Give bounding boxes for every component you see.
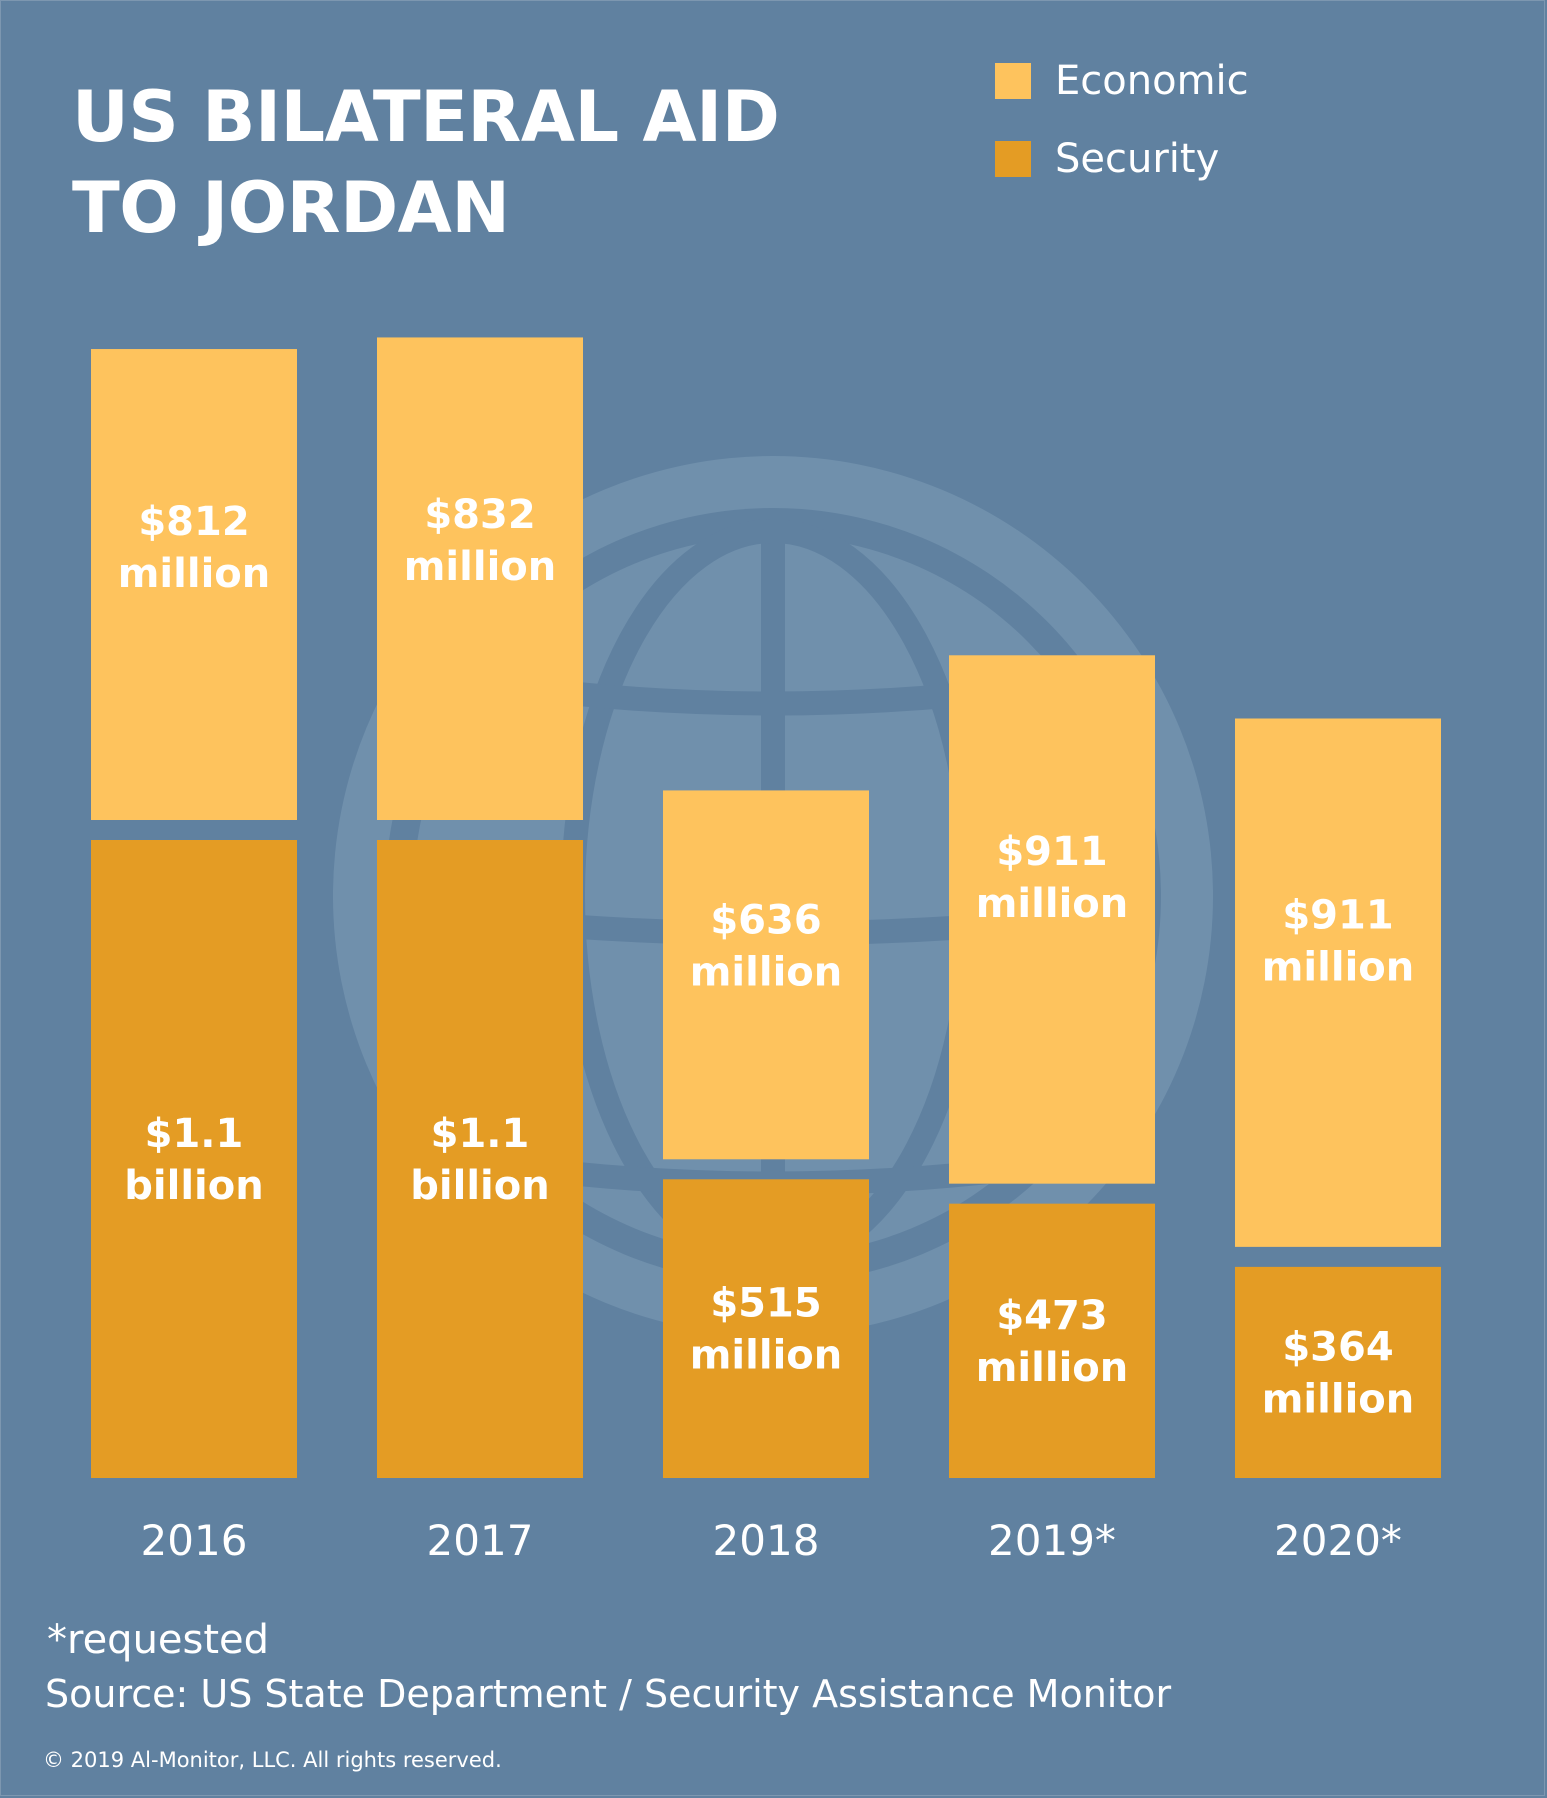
bar-security: [1235, 1266, 1441, 1478]
x-tick-label: 2018: [713, 1516, 820, 1565]
bar-label-security-line: $364: [1282, 1324, 1393, 1370]
bar-security: [663, 1179, 869, 1478]
bar-economic: [663, 790, 869, 1160]
bar-label-economic: $832 million: [404, 492, 556, 590]
legend-label-security: Security: [1055, 136, 1220, 182]
bar-label-security: $515 million: [690, 1281, 842, 1379]
bar-security: [377, 840, 583, 1478]
bar-group-2017: $1.1 billion $832 million: [377, 337, 583, 1478]
bar-label-security-line: million: [690, 1333, 842, 1379]
bar-label-economic: $911 million: [1262, 892, 1414, 990]
bar-label-economic-line: $812: [138, 499, 249, 545]
bar-group-2016: $1.1 billion $812 million: [91, 349, 297, 1478]
bar-security: [91, 840, 297, 1478]
legend: Economic Security: [995, 56, 1249, 212]
copyright-notice: © 2019 Al-Monitor, LLC. All rights reser…: [43, 1748, 502, 1772]
bar-group-2019: $473 million $911 million: [949, 655, 1155, 1478]
bar-label-economic-line: $911: [996, 829, 1107, 875]
bar-label-economic-line: $832: [424, 492, 535, 538]
x-tick-label: 2020*: [1274, 1516, 1402, 1565]
x-tick-label: 2019*: [988, 1516, 1116, 1565]
bar-label-economic-line: million: [690, 949, 842, 995]
bar-label-security: $1.1 billion: [410, 1111, 549, 1209]
x-tick-label: 2016: [141, 1516, 248, 1565]
bar-label-security-line: $1.1: [145, 1111, 244, 1157]
bar-label-economic-line: million: [404, 544, 556, 590]
footnote-requested: *requested: [47, 1617, 270, 1663]
x-axis-labels: 2016 2017 2018 2019* 2020*: [141, 1516, 1402, 1565]
source-note: Source: US State Department / Security A…: [45, 1672, 1172, 1716]
bar-label-security: $473 million: [976, 1293, 1128, 1391]
bar-label-security-line: $515: [710, 1281, 821, 1327]
chart-title-line-2: TO JORDAN: [72, 167, 510, 249]
bar-label-economic-line: $911: [1282, 892, 1393, 938]
bar-security: [949, 1203, 1155, 1478]
bar-label-economic-line: $636: [710, 897, 821, 943]
bar-label-security-line: million: [1262, 1376, 1414, 1422]
bar-label-security: $1.1 billion: [124, 1111, 263, 1209]
bar-economic: [377, 337, 583, 820]
bar-label-economic: $636 million: [690, 897, 842, 995]
bar-group-2018: $515 million $636 million: [663, 790, 869, 1478]
bar-label-security-line: $473: [996, 1293, 1107, 1339]
bar-label-security: $364 million: [1262, 1324, 1414, 1422]
bar-economic: [91, 349, 297, 820]
bar-groups: $1.1 billion $812 million $1.1 billion $832 mil…: [91, 337, 1441, 1478]
bar-label-economic: $812 million: [118, 499, 270, 597]
bar-group-2020: $364 million $911 million: [1235, 718, 1441, 1478]
bar-label-economic: $911 million: [976, 829, 1128, 927]
bar-label-security-line: billion: [124, 1163, 263, 1209]
bar-label-security-line: billion: [410, 1163, 549, 1209]
legend-item-economic: Economic: [995, 56, 1249, 106]
bar-label-security-line: million: [976, 1345, 1128, 1391]
bar-label-economic-line: million: [1262, 944, 1414, 990]
bar-label-economic-line: million: [118, 551, 270, 597]
bar-economic: [1235, 718, 1441, 1247]
bar-label-security-line: $1.1: [431, 1111, 530, 1157]
legend-item-security: Security: [995, 134, 1249, 184]
x-tick-label: 2017: [427, 1516, 534, 1565]
bar-label-economic-line: million: [976, 881, 1128, 927]
bar-economic: [949, 655, 1155, 1184]
chart-title: US BILATERAL AID TO JORDAN: [72, 72, 780, 254]
chart-title-line-1: US BILATERAL AID: [72, 76, 780, 158]
legend-swatch-security: [995, 141, 1031, 177]
legend-swatch-economic: [995, 63, 1031, 99]
legend-label-economic: Economic: [1055, 58, 1249, 104]
